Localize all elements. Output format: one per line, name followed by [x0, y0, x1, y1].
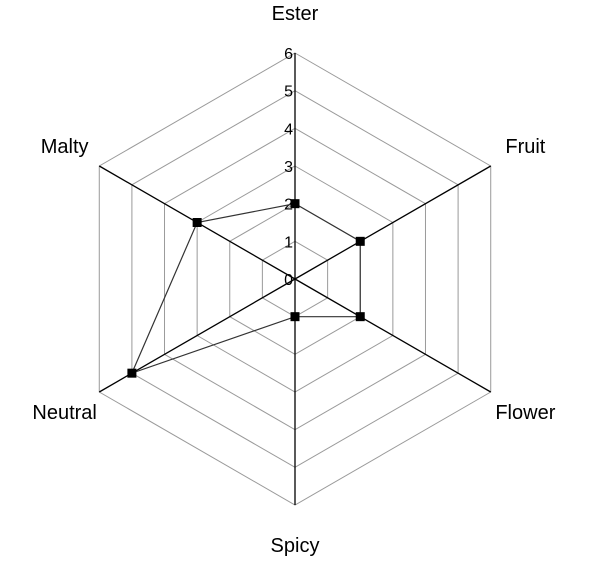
tick-label-6: 6 [284, 46, 293, 63]
tick-label-4: 4 [284, 121, 293, 138]
data-point-spicy [290, 312, 300, 322]
category-label-malty: Malty [41, 136, 89, 158]
data-point-ester [290, 199, 300, 209]
category-label-spicy: Spicy [271, 535, 320, 557]
tick-label-3: 3 [284, 159, 293, 176]
category-label-fruit: Fruit [505, 136, 545, 158]
category-label-ester: Ester [272, 3, 319, 25]
axis-fruit [294, 165, 492, 280]
category-label-flower: Flower [495, 402, 555, 424]
category-label-neutral: Neutral [32, 402, 96, 424]
axis-flower [294, 278, 492, 393]
tick-label-0: 0 [284, 272, 293, 289]
data-point-fruit [355, 236, 365, 246]
tick-label-1: 1 [284, 234, 293, 251]
series-line [130, 203, 361, 375]
data-point-neutral [127, 368, 137, 378]
tick-label-5: 5 [284, 84, 293, 101]
data-point-malty [192, 218, 202, 227]
data-point-flower [355, 312, 365, 322]
